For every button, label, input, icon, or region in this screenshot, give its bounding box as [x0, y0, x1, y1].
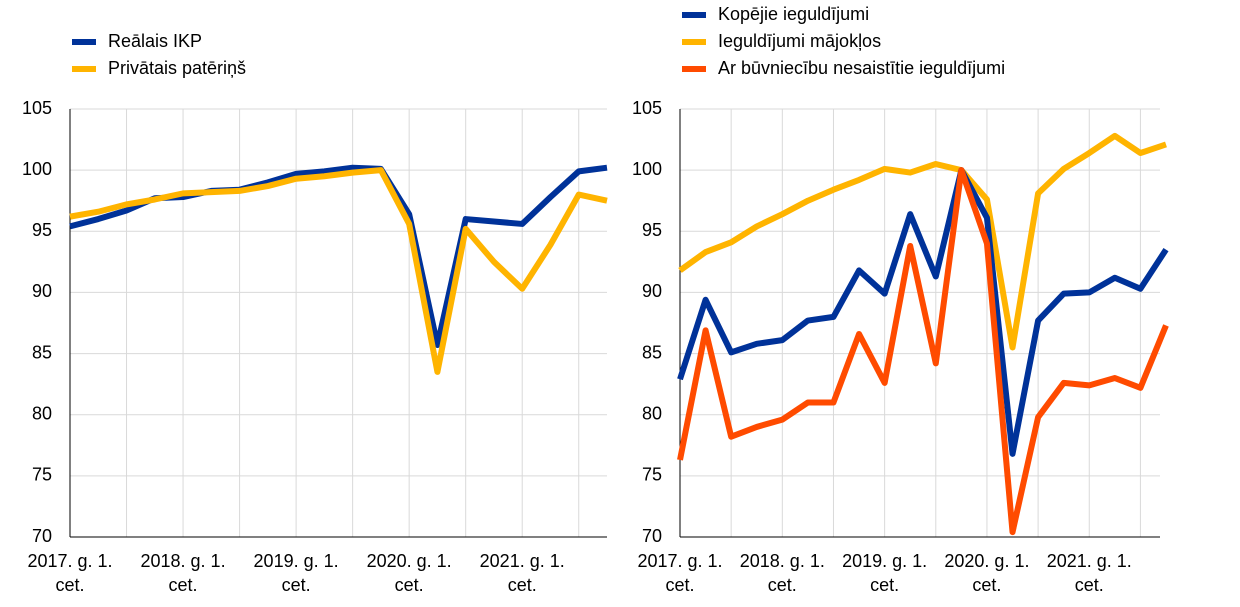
legend-label: Ar būvniecību nesaistītie ieguldījumi — [718, 58, 1005, 78]
x-tick-label: 2018. g. 1. cet. — [140, 551, 226, 595]
legend-label: Ieguldījumi mājokļos — [718, 31, 881, 51]
y-tick-label: 90 — [32, 281, 52, 301]
y-tick-label: 80 — [642, 403, 662, 423]
series-line — [677, 167, 1169, 457]
y-tick-label: 70 — [642, 526, 662, 546]
y-tick-label: 80 — [32, 403, 52, 423]
y-tick-label: 75 — [32, 465, 52, 485]
x-tick-label: 2020. g. 1. cet. — [944, 551, 1030, 595]
y-tick-label: 100 — [22, 159, 52, 179]
x-tick-label: 2021. g. 1. cet. — [479, 551, 565, 595]
series-line — [69, 167, 608, 375]
x-tick-label: 2021. g. 1. cet. — [1046, 551, 1132, 595]
series-line — [678, 132, 1167, 351]
y-tick-label: 105 — [22, 98, 52, 118]
y-tick-label: 105 — [632, 98, 662, 118]
y-tick-label: 75 — [642, 465, 662, 485]
y-tick-label: 95 — [32, 220, 52, 240]
legend-label: Kopējie ieguldījumi — [718, 4, 869, 24]
x-tick-label: 2018. g. 1. cet. — [739, 551, 825, 595]
y-tick-label: 85 — [32, 342, 52, 362]
y-tick-label: 90 — [642, 281, 662, 301]
x-tick-label: 2020. g. 1. cet. — [366, 551, 452, 595]
y-tick-label: 95 — [642, 220, 662, 240]
x-tick-label: 2019. g. 1. cet. — [842, 551, 928, 595]
y-tick-label: 100 — [632, 159, 662, 179]
series-line — [69, 164, 608, 349]
series-line — [677, 167, 1169, 536]
y-tick-label: 85 — [642, 342, 662, 362]
x-tick-label: 2017. g. 1. cet. — [27, 551, 113, 595]
y-tick-label: 70 — [32, 526, 52, 546]
legend-label: Reālais IKP — [108, 31, 202, 51]
legend-label: Privātais patēriņš — [108, 58, 246, 78]
x-tick-label: 2017. g. 1. cet. — [637, 551, 723, 595]
x-tick-label: 2019. g. 1. cet. — [253, 551, 339, 595]
